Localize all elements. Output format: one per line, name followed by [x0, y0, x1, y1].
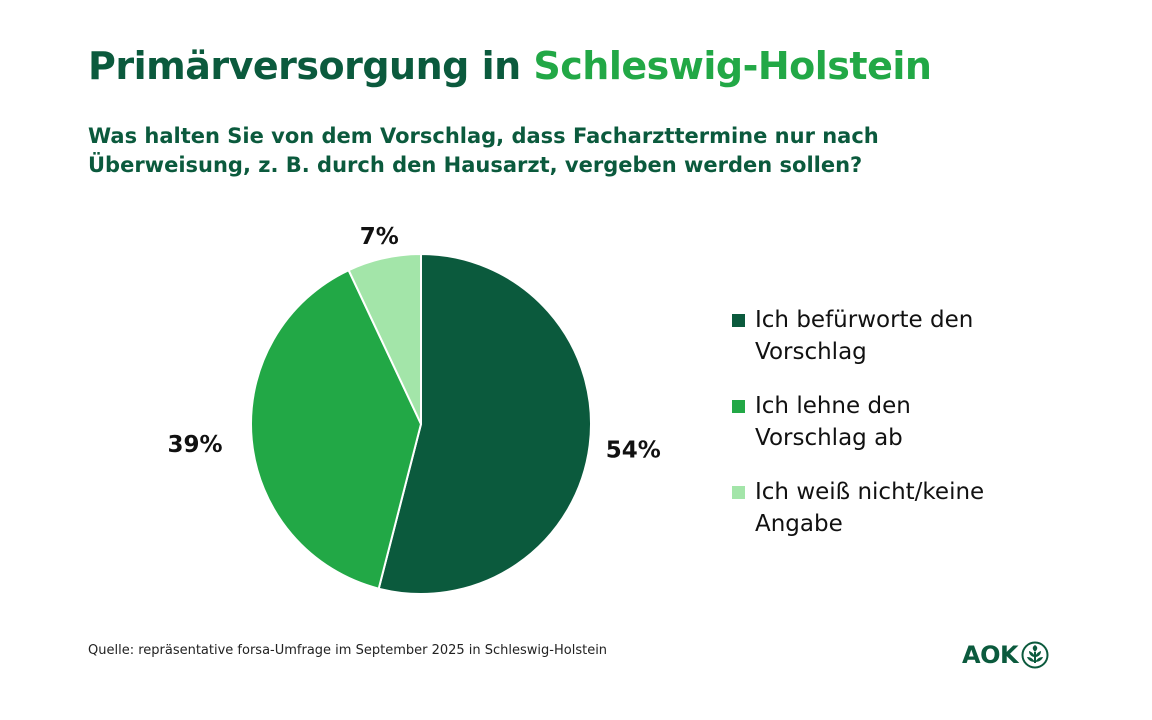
- legend-label-line-1: Ich lehne den: [755, 393, 911, 419]
- pie-label-befuerworte: 54%: [606, 437, 661, 463]
- tree-icon: [1021, 641, 1049, 669]
- subtitle-line-2: Überweisung, z. B. durch den Hausarzt, v…: [88, 153, 863, 177]
- legend-label: Ich befürworte den Vorschlag: [755, 304, 973, 368]
- pie-labels: 54% 39% 7%: [167, 224, 660, 463]
- pie-slice-befuerworte: [377, 252, 593, 595]
- title-part-1: Primärversorgung in: [88, 44, 534, 88]
- aok-logo: AOK: [962, 641, 1049, 669]
- legend-swatch: [732, 314, 745, 327]
- pie-slices: [250, 252, 593, 595]
- legend-label-line-1: Ich befürworte den: [755, 307, 974, 333]
- legend-item-befuerworte: Ich befürworte den Vorschlag: [732, 304, 984, 368]
- legend-item-weiss-nicht: Ich weiß nicht/keine Angabe: [732, 476, 984, 540]
- legend-label-line-1: Ich weiß nicht/keine: [755, 479, 985, 505]
- legend-label: Ich lehne den Vorschlag ab: [755, 390, 911, 454]
- pie-label-lehne-ab: 39%: [167, 432, 222, 458]
- title-part-2: Schleswig-Holstein: [533, 44, 932, 88]
- legend-label: Ich weiß nicht/keine Angabe: [755, 476, 984, 540]
- source-note: Quelle: repräsentative forsa-Umfrage im …: [88, 643, 608, 658]
- pie-label-weiss-nicht: 7%: [360, 224, 399, 250]
- legend-label-line-2: Angabe: [755, 511, 843, 537]
- chart-title: Primärversorgung in Schleswig-Holstein: [88, 44, 932, 88]
- logo-text: AOK: [962, 641, 1019, 669]
- subtitle-line-1: Was halten Sie von dem Vorschlag, dass F…: [88, 124, 879, 148]
- legend-swatch: [732, 400, 745, 413]
- pie-slice-weiss-nicht: [347, 252, 422, 425]
- legend-swatch: [732, 486, 745, 499]
- legend-label-line-2: Vorschlag ab: [755, 425, 903, 451]
- chart-subtitle: Was halten Sie von dem Vorschlag, dass F…: [88, 122, 968, 180]
- pie-slice-lehne-ab: [250, 268, 423, 590]
- legend-label-line-2: Vorschlag: [755, 339, 867, 365]
- legend: Ich befürworte den Vorschlag Ich lehne d…: [732, 304, 984, 562]
- legend-item-lehne-ab: Ich lehne den Vorschlag ab: [732, 390, 984, 454]
